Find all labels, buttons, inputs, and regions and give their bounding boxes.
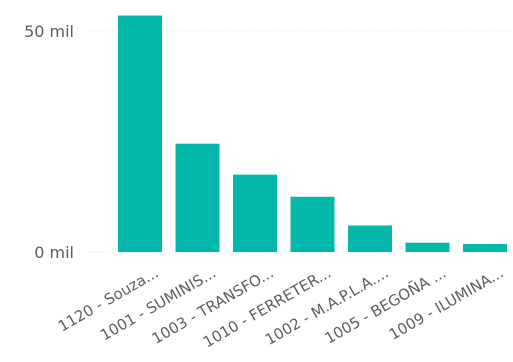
bar[interactable] xyxy=(233,174,277,252)
y-axis: 0 mil 50 mil xyxy=(24,22,74,262)
x-axis: 1120 - Souza...1001 - SUMINIS...1003 - T… xyxy=(55,263,507,352)
bar[interactable] xyxy=(463,244,507,252)
bar[interactable] xyxy=(348,225,392,252)
y-tick-label: 50 mil xyxy=(24,22,74,41)
y-tick-label: 0 mil xyxy=(34,243,74,262)
bar[interactable] xyxy=(405,242,450,252)
bar[interactable] xyxy=(118,15,162,253)
bar[interactable] xyxy=(290,196,335,252)
bars xyxy=(118,15,507,253)
bar[interactable] xyxy=(175,143,220,252)
